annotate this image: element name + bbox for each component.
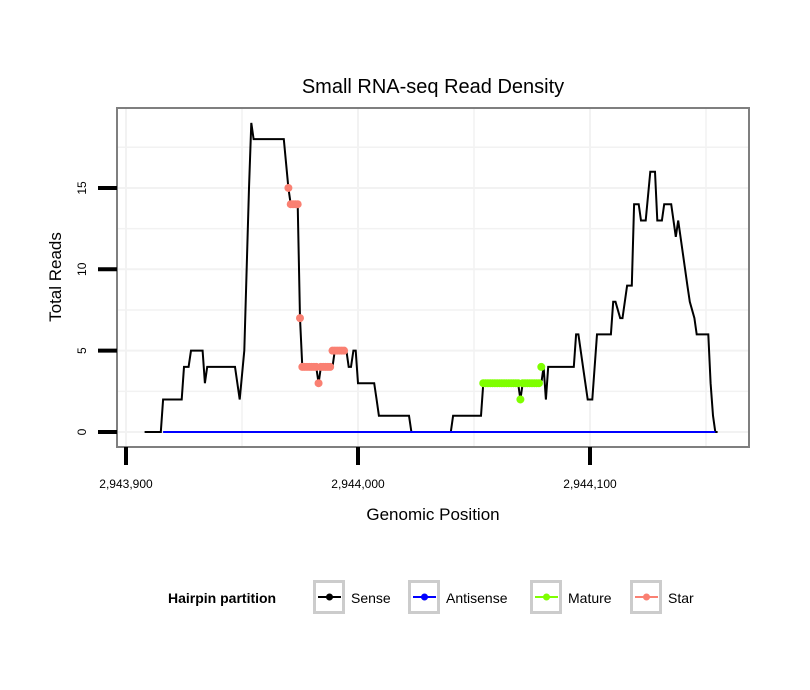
- series-layer: [144, 122, 718, 433]
- y-tick-label: 5: [75, 347, 89, 354]
- series-line-sense: [144, 122, 718, 433]
- plot-panel: [116, 107, 750, 448]
- legend-key-point: [326, 593, 333, 601]
- legend-label: Star: [668, 590, 694, 606]
- legend-item-sense: Sense: [313, 580, 391, 614]
- legend-key-point: [421, 593, 428, 601]
- data-point-star: [296, 314, 304, 323]
- x-axis-title: Genomic Position: [366, 505, 499, 524]
- grid: [118, 109, 748, 446]
- data-point-mature: [537, 362, 546, 371]
- legend-key-point: [543, 593, 550, 601]
- data-point-star: [340, 346, 349, 355]
- legend-item-star: Star: [630, 580, 694, 614]
- data-point-star: [293, 200, 302, 209]
- x-tick-label: 2,944,000: [331, 477, 385, 491]
- legend: Hairpin partition Sense Antisense Mature St…: [168, 580, 694, 614]
- legend-title: Hairpin partition: [168, 590, 276, 606]
- legend-label: Sense: [351, 590, 391, 606]
- y-tick-label: 15: [75, 181, 89, 195]
- legend-label: Antisense: [446, 590, 508, 606]
- legend-label: Mature: [568, 590, 612, 606]
- data-point-star: [284, 183, 293, 192]
- y-axis-title: Total Reads: [46, 232, 65, 322]
- y-tick-label: 10: [75, 262, 89, 276]
- y-tick-label: 0: [75, 428, 89, 435]
- legend-key-point: [643, 593, 650, 601]
- chart-title: Small RNA-seq Read Density: [302, 76, 564, 98]
- data-point-mature: [516, 395, 525, 404]
- legend-item-antisense: Antisense: [408, 580, 508, 614]
- x-axis: 2,943,900 2,944,000 2,944,100: [99, 447, 617, 491]
- data-point-star: [314, 379, 323, 388]
- data-point-star: [326, 362, 335, 371]
- y-axis: 0 5 10 15: [75, 181, 117, 435]
- data-point-mature: [534, 379, 543, 388]
- x-tick-label: 2,944,100: [563, 477, 617, 491]
- x-tick-label: 2,943,900: [99, 477, 153, 491]
- legend-item-mature: Mature: [530, 580, 612, 614]
